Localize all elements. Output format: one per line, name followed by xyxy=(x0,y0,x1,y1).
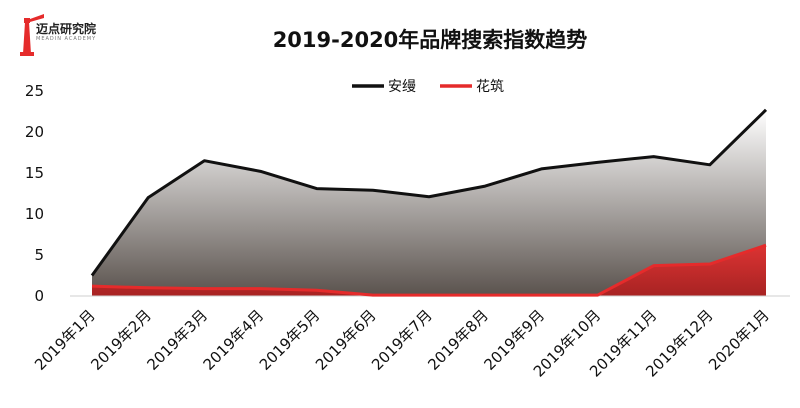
legend-label: 花筑 xyxy=(476,79,504,95)
y-tick-label: 15 xyxy=(25,164,44,182)
series-area-2 xyxy=(92,245,766,296)
x-axis: 2019年1月2019年2月2019年3月2019年4月2019年5月2019年… xyxy=(31,306,773,380)
chart-areas xyxy=(92,109,766,296)
y-tick-label: 25 xyxy=(25,82,44,100)
y-tick-label: 10 xyxy=(25,205,44,223)
y-tick-label: 5 xyxy=(34,246,44,264)
y-tick-label: 20 xyxy=(25,123,44,141)
chart-lines xyxy=(90,108,768,297)
lighthouse-icon xyxy=(20,14,44,56)
logo-text: 迈点研究院 xyxy=(36,22,97,36)
x-tick-label: 2020年1月 xyxy=(705,306,773,374)
chart-title: 2019-2020年品牌搜索指数趋势 xyxy=(273,28,588,52)
legend-label: 安缦 xyxy=(388,79,416,95)
y-tick-label: 0 xyxy=(34,287,44,305)
legend: 安缦 花筑 xyxy=(352,79,504,95)
series-area-1 xyxy=(92,109,766,296)
logo xyxy=(10,14,110,58)
y-axis: 0 5 10 15 20 25 xyxy=(25,82,44,305)
logo-subtext: MEADIN ACADEMY xyxy=(36,36,97,42)
